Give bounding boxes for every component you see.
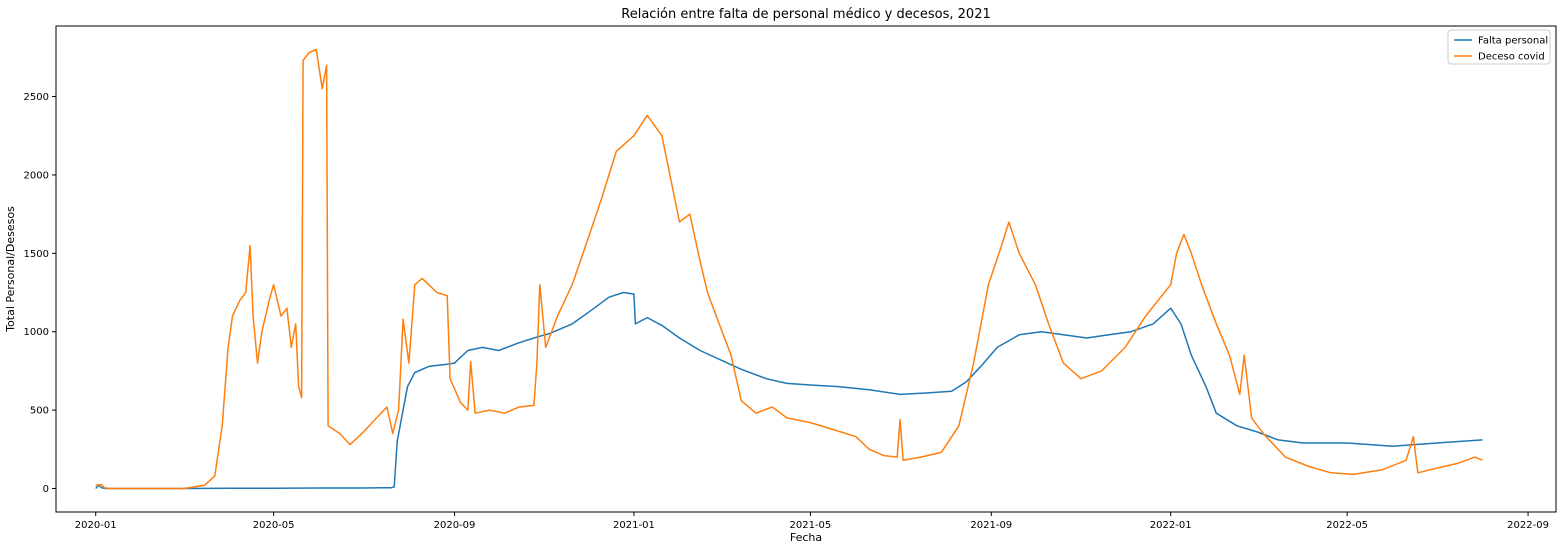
- series-line-2: [95, 48, 1483, 490]
- y-tick-label: 2500: [24, 92, 49, 103]
- x-tick-label: 2022-05: [1326, 520, 1368, 531]
- chart-title: Relación entre falta de personal médico …: [621, 7, 990, 22]
- y-tick-label: 500: [30, 406, 49, 417]
- x-tick-label: 2020-09: [434, 520, 476, 531]
- y-axis: 0 500 1000 1500 2000 2500: [24, 92, 56, 495]
- y-tick-label: 1500: [24, 249, 49, 260]
- series-line-1: [95, 291, 1483, 490]
- x-tick-label: 2021-09: [970, 520, 1012, 531]
- y-tick-label: 1000: [24, 327, 49, 338]
- x-axis-label: Fecha: [790, 531, 822, 544]
- legend: Falta personal Deceso covid: [1447, 29, 1551, 65]
- x-tick-label: 2022-01: [1150, 520, 1192, 531]
- legend-label-1: Falta personal: [1478, 36, 1548, 47]
- x-tick-label: 2020-05: [253, 520, 295, 531]
- x-tick-label: 2020-01: [75, 520, 117, 531]
- x-tick-label: 2022-09: [1507, 520, 1549, 531]
- plot-series: [95, 48, 1483, 490]
- y-tick-label: 2000: [24, 170, 49, 181]
- legend-box: [1447, 29, 1551, 65]
- plot-frame: [55, 25, 1557, 513]
- y-tick-label: 0: [43, 484, 49, 495]
- x-tick-label: 2021-01: [613, 520, 655, 531]
- legend-label-2: Deceso covid: [1478, 52, 1545, 63]
- x-axis: 2020-01 2020-05 2020-09 2021-01 2021-05 2021-…: [75, 512, 1549, 531]
- y-axis-label: Total Personal/Desesos: [4, 206, 17, 333]
- x-tick-label: 2021-05: [790, 520, 832, 531]
